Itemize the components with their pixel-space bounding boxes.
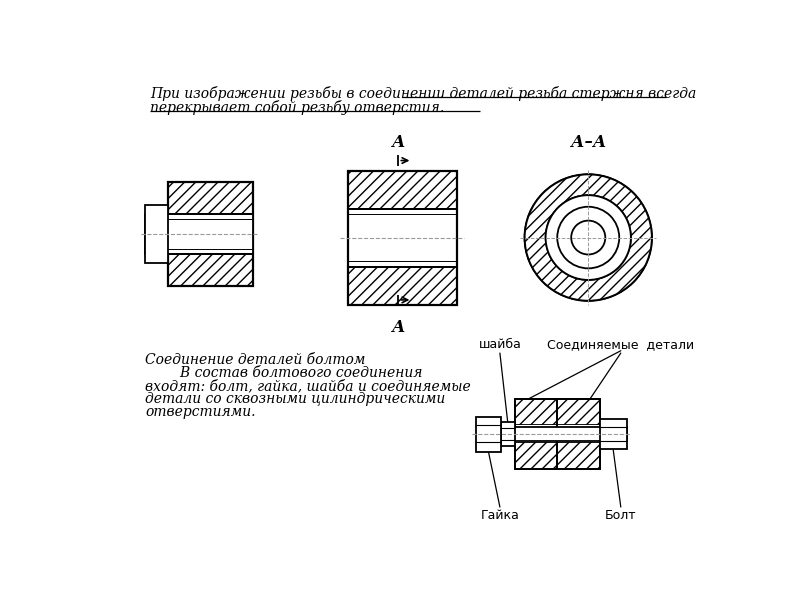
Text: отверстиями.: отверстиями.: [145, 406, 255, 419]
Bar: [558, 425, 600, 442]
Text: Соединяемые  детали: Соединяемые детали: [547, 338, 694, 351]
Bar: [514, 399, 558, 469]
Text: А–А: А–А: [570, 134, 606, 151]
Text: В состав болтового соединения: В состав болтового соединения: [145, 366, 422, 380]
Text: Гайка: Гайка: [481, 509, 519, 523]
Bar: [514, 425, 558, 442]
Bar: [145, 214, 254, 254]
Bar: [491, 427, 627, 441]
Text: шайба: шайба: [478, 338, 522, 351]
Bar: [501, 422, 514, 446]
Bar: [514, 399, 558, 425]
Circle shape: [525, 175, 652, 301]
Bar: [168, 214, 254, 254]
Bar: [600, 419, 627, 449]
Circle shape: [571, 221, 606, 254]
Bar: [558, 442, 600, 469]
Bar: [348, 170, 457, 305]
Bar: [168, 254, 254, 286]
Text: Соединение деталей болтом: Соединение деталей болтом: [145, 353, 366, 367]
Bar: [168, 182, 254, 286]
Circle shape: [558, 207, 619, 268]
Bar: [558, 399, 600, 469]
Text: перекрывает собой резьбу отверстия.: перекрывает собой резьбу отверстия.: [150, 100, 445, 115]
Bar: [145, 205, 168, 263]
Bar: [514, 442, 558, 469]
Text: А: А: [392, 319, 405, 336]
Text: А: А: [392, 134, 405, 151]
Bar: [348, 267, 457, 305]
Text: При изображении резьбы в соединении деталей резьба стержня всегда: При изображении резьбы в соединении дета…: [150, 86, 697, 101]
Bar: [348, 209, 457, 267]
Bar: [476, 417, 501, 452]
Bar: [348, 170, 457, 209]
Circle shape: [546, 195, 631, 280]
Text: входят: болт, гайка, шайба и соединяемые: входят: болт, гайка, шайба и соединяемые: [145, 379, 470, 393]
Text: детали со сквозными цилиндрическими: детали со сквозными цилиндрическими: [145, 392, 445, 406]
Bar: [168, 182, 254, 214]
Text: Болт: Болт: [605, 509, 637, 523]
Bar: [558, 399, 600, 425]
